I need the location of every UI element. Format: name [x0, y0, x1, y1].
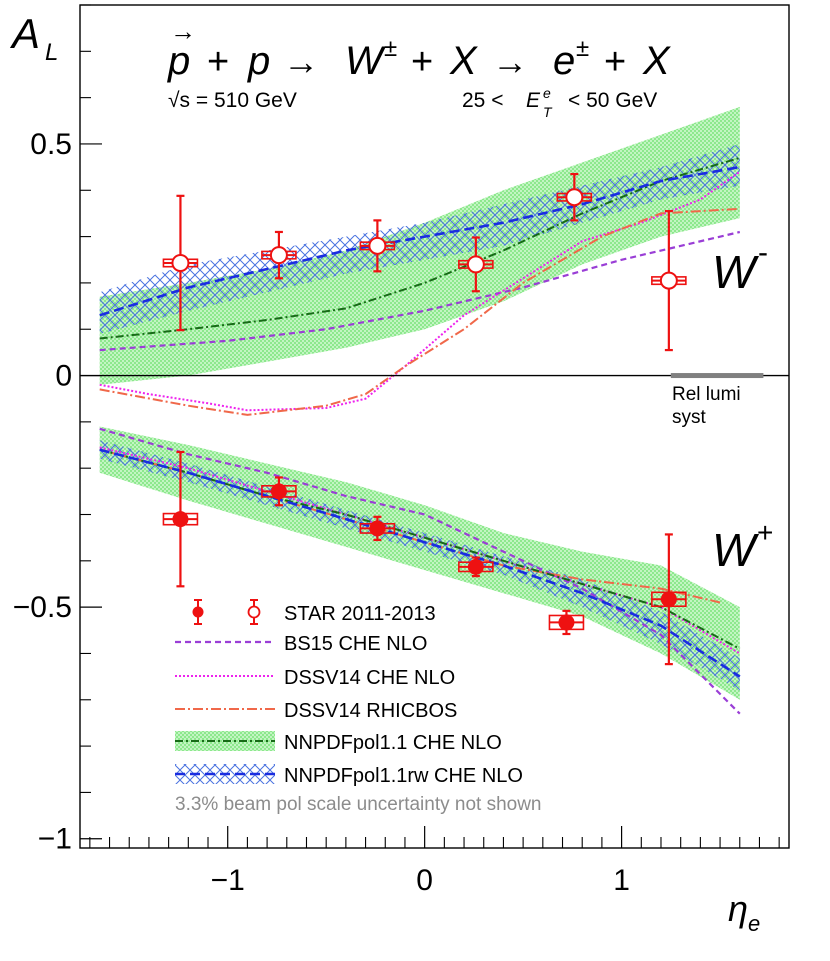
title-w: W: [345, 39, 386, 83]
energy-label: √s = 510 GeV: [168, 89, 297, 112]
title: p → + p → W ± + X → e ± + X: [167, 16, 671, 83]
nnpdfrw-band-wplus: [99, 440, 740, 691]
legend-entry-nnpdf: NNPDFpol1.1 CHE NLO: [175, 731, 502, 754]
title-pm-1: ±: [384, 35, 397, 62]
y-axis-title: A L: [9, 10, 58, 66]
y-axis-title-sub: L: [45, 39, 58, 66]
y-tick-label: −0.5: [13, 591, 72, 624]
x-axis-title-sub: e: [748, 911, 760, 936]
rel-lumi-label-line2: syst: [672, 407, 707, 428]
legend-entry-dssv-rhicbos: DSSV14 RHICBOS: [175, 700, 457, 722]
legend-star-filled-marker: [192, 606, 204, 618]
wplus-label-base: W: [712, 524, 760, 576]
dssv-che-curve-wminus: [99, 170, 741, 412]
star-point-wminus-2: [359, 219, 396, 273]
y-tick-label: 0: [55, 360, 72, 393]
marker-open: [269, 246, 288, 265]
wminus-label-base: W: [712, 246, 760, 298]
title-x-1: X: [449, 39, 478, 83]
bs15-curve-wplus: [99, 427, 741, 715]
nnpdf-center-curve-wminus: [99, 156, 741, 340]
legend-label-dssv-rhicbos: DSSV14 RHICBOS: [284, 700, 457, 722]
x-tick-label: 0: [416, 864, 433, 897]
legend-entry-bs15: BS15 CHE NLO: [175, 633, 427, 655]
title-plus-2: +: [411, 41, 433, 83]
star-point-wplus-1: [261, 476, 297, 507]
x-axis-title-main: η: [728, 888, 748, 929]
legend-label-dssv-che: DSSV14 CHE NLO: [284, 667, 455, 689]
nnpdfrw-center-curve-wplus: [99, 448, 741, 678]
marker-filled: [172, 511, 189, 528]
x-axis-title: η e: [728, 888, 760, 936]
bs15-curve-wminus: [99, 230, 741, 352]
star-point-wminus-0: [162, 194, 199, 332]
dssv-rhicbos-curve-wminus: [99, 207, 740, 416]
star-data-points: [162, 172, 687, 666]
rel-lumi-syst-bar: [670, 373, 764, 379]
legend-entry-dssv-che: DSSV14 CHE NLO: [175, 667, 455, 689]
et-cut-low: 25 <: [462, 89, 503, 112]
star-point-wplus-5: [651, 533, 687, 666]
marker-filled: [558, 614, 575, 631]
title-plus-3: +: [604, 41, 626, 83]
et-cut-label: 25 < E e T < 50 GeV: [462, 85, 657, 120]
axes: 0.5 0 −0.5 −1 −1 0 1: [13, 4, 790, 897]
legend-label-nnpdfrw: NNPDFpol1.1rw CHE NLO: [284, 765, 523, 787]
marker-open: [171, 253, 190, 272]
marker-open: [368, 236, 387, 255]
marker-open: [565, 188, 584, 207]
beam-pol-note: 3.3% beam pol scale uncertainty not show…: [175, 794, 542, 815]
star-point-wplus-0: [162, 450, 199, 588]
marker-filled: [270, 483, 287, 500]
y-axis-title-main: A: [9, 10, 40, 57]
x-tick-label: 1: [613, 864, 630, 897]
marker-filled: [660, 591, 677, 608]
title-plus-1: +: [207, 41, 229, 83]
star-point-wminus-4: [556, 172, 593, 222]
wminus-label-sup: -: [758, 236, 768, 269]
title-p-vector: p: [167, 39, 190, 83]
marker-filled: [369, 520, 386, 537]
wminus-label: W -: [712, 236, 768, 298]
y-tick-label: 0.5: [30, 128, 72, 161]
star-point-wminus-1: [261, 230, 297, 280]
et-cut-high: < 50 GeV: [568, 89, 657, 112]
star-point-wplus-4: [548, 609, 585, 636]
legend-entry-star: STAR 2011-2013: [192, 599, 436, 625]
et-cut-sup: e: [543, 85, 551, 101]
legend-star-open-marker: [247, 605, 261, 619]
title-e: e: [553, 39, 575, 83]
wplus-label-sup: +: [757, 517, 773, 548]
marker-open: [466, 255, 485, 274]
legend-entry-nnpdfrw: NNPDFpol1.1rw CHE NLO: [175, 764, 523, 787]
nnpdfrw-center-curve-wminus: [99, 165, 741, 317]
star-point-wminus-3: [458, 236, 494, 293]
title-vector-arrow: →: [170, 16, 196, 46]
marker-open: [659, 271, 678, 290]
et-cut-sub: T: [543, 104, 553, 120]
plot-frame: [79, 4, 790, 849]
legend-label-nnpdf: NNPDFpol1.1 CHE NLO: [284, 732, 502, 754]
legend-label-bs15: BS15 CHE NLO: [284, 633, 427, 655]
star-point-wminus-5: [651, 210, 687, 352]
x-tick-label: −1: [211, 864, 245, 897]
et-cut-var: E: [526, 89, 541, 112]
y-tick-label: −1: [38, 823, 72, 856]
title-x-2: X: [642, 39, 671, 83]
title-arrow-2: →: [492, 41, 528, 82]
star-point-wplus-2: [359, 515, 396, 542]
nnpdf-center-curve-wplus: [99, 448, 741, 650]
marker-filled: [467, 558, 484, 575]
theory-curves: [99, 156, 741, 715]
legend-label-star: STAR 2011-2013: [284, 603, 436, 625]
legend: STAR 2011-2013 BS15 CHE NLO DSSV14 CHE N…: [175, 599, 542, 815]
rel-lumi-label-line1: Rel lumi: [672, 384, 741, 405]
star-point-wplus-3: [458, 556, 494, 578]
title-arrow-1: →: [283, 41, 319, 82]
title-p: p: [247, 39, 270, 83]
title-pm-2: ±: [576, 35, 589, 62]
wplus-label: W +: [712, 517, 773, 576]
rel-lumi-syst: [670, 373, 764, 379]
